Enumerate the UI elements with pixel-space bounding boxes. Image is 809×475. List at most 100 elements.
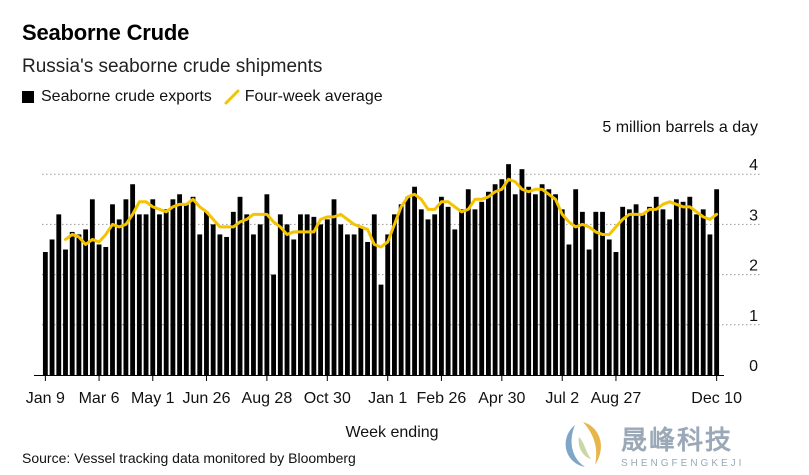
bar	[633, 204, 639, 375]
bar	[49, 239, 55, 375]
bar	[96, 244, 102, 375]
watermark-cn: 晟峰科技	[621, 425, 734, 456]
bar	[546, 189, 552, 375]
watermark: 晟峰科技 SHENGFENGKEJI	[555, 415, 800, 473]
bar	[83, 229, 89, 375]
bar	[271, 274, 277, 375]
bar	[237, 196, 243, 375]
bar	[566, 244, 572, 375]
bar	[351, 234, 357, 375]
bar	[600, 211, 605, 375]
bar	[163, 209, 169, 375]
bar	[89, 199, 95, 375]
bar	[177, 194, 183, 375]
bar	[197, 234, 203, 375]
bar	[465, 189, 471, 375]
bar	[324, 219, 330, 375]
bar	[606, 239, 612, 375]
bar	[620, 206, 626, 375]
bar	[371, 214, 377, 375]
bar	[143, 214, 149, 375]
bar	[190, 196, 196, 375]
bar	[694, 214, 699, 375]
bar	[392, 214, 397, 375]
axis-layer	[34, 375, 724, 381]
bar	[479, 201, 485, 375]
bar	[707, 234, 713, 375]
bar	[298, 214, 303, 375]
bar	[700, 209, 706, 375]
bar	[492, 184, 498, 375]
bar	[150, 199, 156, 375]
x-tick-label: Oct 30	[304, 390, 351, 407]
y-unit-label: 5 million barrels a day	[602, 119, 758, 136]
bar	[653, 196, 659, 375]
bar	[183, 204, 189, 375]
bar	[452, 229, 458, 375]
bar	[412, 186, 417, 375]
bar	[499, 179, 505, 375]
bar	[130, 184, 136, 375]
bar	[63, 249, 68, 375]
bar	[579, 211, 585, 375]
bar	[345, 234, 350, 375]
y-tick-label: 4	[749, 157, 758, 174]
bar	[76, 234, 82, 375]
y-tick-label: 1	[749, 308, 758, 325]
bar	[586, 249, 592, 375]
bar	[210, 224, 216, 375]
x-tick-label: Dec 10	[691, 390, 742, 407]
bar	[445, 206, 451, 375]
bar	[573, 189, 579, 375]
legend-line-swatch	[224, 89, 240, 105]
bar	[136, 214, 142, 375]
bar	[251, 234, 256, 375]
x-tick-label: Aug 27	[591, 390, 642, 407]
bar	[257, 224, 263, 375]
bar	[110, 204, 115, 375]
bar	[647, 206, 652, 375]
x-tick-label: Feb 26	[417, 390, 467, 407]
bar	[116, 219, 122, 375]
y-tick-label: 3	[749, 207, 758, 224]
bar	[311, 216, 317, 375]
bar	[667, 219, 673, 375]
x-tick-label: Mar 6	[79, 390, 120, 407]
chart-title: Seaborne Crude	[22, 20, 190, 45]
legend: Seaborne crude exports Four-week average	[22, 88, 383, 106]
bar	[338, 224, 344, 375]
bar	[519, 169, 525, 375]
bar	[378, 284, 384, 375]
bar	[714, 189, 720, 375]
legend-line-label: Four-week average	[244, 88, 383, 105]
bar	[291, 239, 297, 375]
bar	[230, 211, 236, 375]
four-week-average-line	[64, 177, 719, 249]
y-tick-label: 0	[749, 358, 758, 375]
bar	[613, 252, 619, 375]
bar	[485, 191, 491, 375]
bar	[358, 226, 364, 375]
bar	[506, 164, 511, 375]
bar	[405, 196, 411, 375]
bar	[593, 211, 599, 375]
bar	[224, 236, 230, 375]
bar	[284, 224, 290, 375]
bar	[398, 204, 404, 375]
line-layer	[64, 177, 719, 249]
bar	[472, 209, 478, 375]
bar	[660, 209, 666, 375]
y-tick-label: 2	[749, 258, 758, 275]
bar	[244, 214, 250, 375]
x-tick-label: May 1	[131, 390, 175, 407]
bars-layer	[42, 164, 720, 375]
bar	[103, 246, 109, 375]
x-tick-label: Jul 2	[545, 390, 579, 407]
bar	[512, 194, 518, 375]
bar	[559, 209, 565, 375]
bar	[217, 234, 223, 375]
bar	[56, 214, 62, 375]
chart-subtitle: Russia's seaborne crude shipments	[22, 56, 323, 77]
bar	[264, 194, 270, 375]
bar	[123, 199, 129, 375]
